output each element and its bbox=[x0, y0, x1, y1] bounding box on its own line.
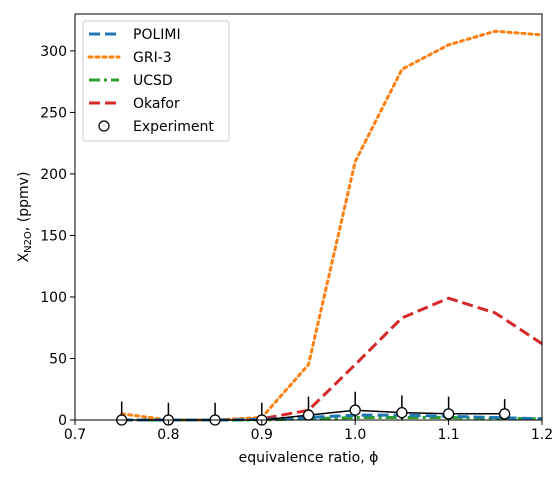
y-tick-label: 300 bbox=[40, 44, 67, 60]
x-tick-label: 0.7 bbox=[64, 427, 86, 443]
y-tick-label: 0 bbox=[58, 413, 67, 429]
plot-frame bbox=[74, 13, 543, 421]
experiment-point bbox=[396, 406, 408, 419]
legend-marker-experiment bbox=[98, 120, 110, 132]
x-tick-label: 1.1 bbox=[437, 427, 459, 443]
y-tick-label: 250 bbox=[40, 105, 67, 121]
legend-box bbox=[82, 20, 230, 142]
x-tick-label: 1.0 bbox=[344, 427, 366, 443]
y-tick-label: 150 bbox=[40, 228, 67, 244]
experiment-point bbox=[302, 409, 315, 421]
experiment-point bbox=[442, 408, 455, 420]
y-axis-label-suffix: , (ppmv) bbox=[16, 172, 32, 232]
x-tick-label: 0.9 bbox=[251, 427, 273, 443]
y-tick-label: 200 bbox=[40, 167, 67, 183]
legend-label-okafor: Okafor bbox=[133, 96, 180, 112]
legend-label-gri-3: GRI-3 bbox=[133, 50, 172, 66]
legend-label-experiment: Experiment bbox=[133, 119, 214, 135]
legend-label-ucsd: UCSD bbox=[133, 73, 173, 89]
y-tick-label: 100 bbox=[40, 290, 67, 306]
x-axis: 0.7 0.8 0.9 1.0 1.1 1.2 bbox=[64, 420, 553, 443]
x-axis-label: equivalence ratio, ϕ bbox=[239, 450, 379, 466]
y-axis-label-main: X bbox=[16, 252, 32, 262]
y-axis-label-subscript: N2O bbox=[23, 231, 34, 253]
x-tick-label: 0.8 bbox=[157, 427, 179, 443]
y-tick-label: 50 bbox=[49, 351, 67, 367]
x-tick-label: 1.2 bbox=[531, 427, 553, 443]
y-axis: 0 50 100 150 200 250 300 bbox=[40, 44, 75, 429]
legend: POLIMI GRI-3 UCSD Okafor Experiment bbox=[82, 20, 230, 142]
y-axis-label: XN2O, (ppmv) bbox=[16, 172, 34, 263]
experiment-point bbox=[498, 408, 511, 420]
legend-label-polimi: POLIMI bbox=[133, 27, 181, 43]
experiment-point bbox=[349, 404, 361, 416]
